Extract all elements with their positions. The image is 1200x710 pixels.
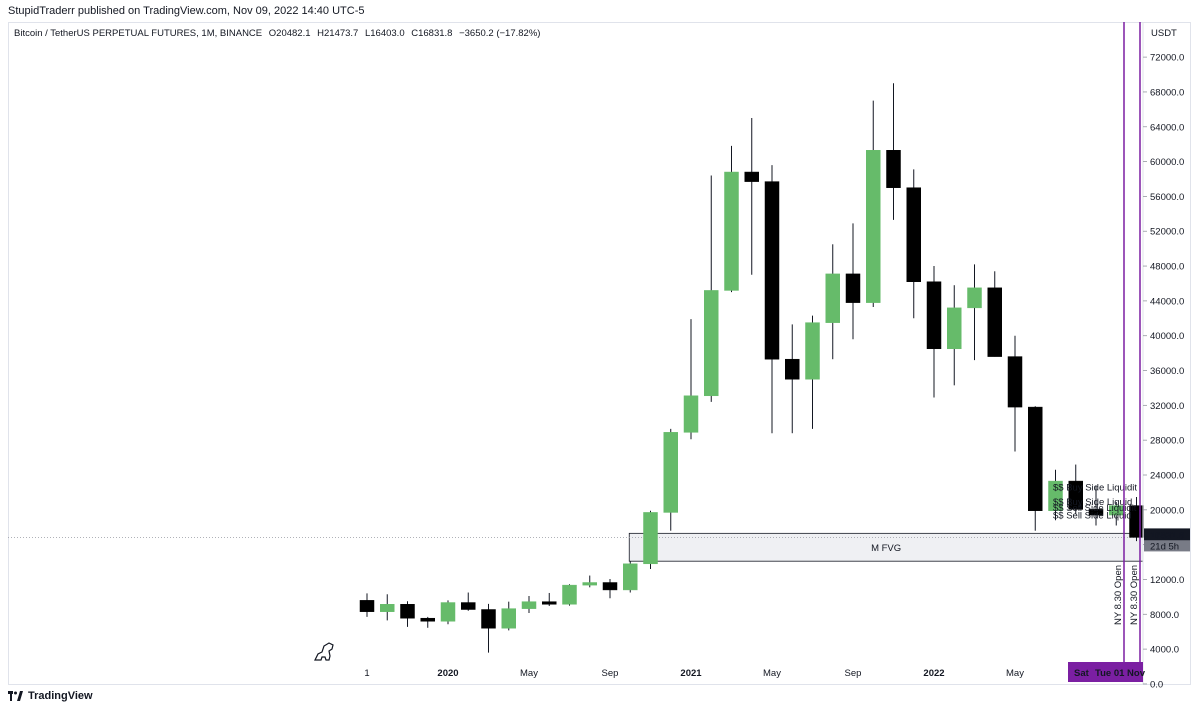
- candle-body[interactable]: [926, 281, 942, 350]
- x-tick-label: 1: [364, 668, 369, 679]
- candle-body[interactable]: [785, 358, 800, 380]
- candle-body[interactable]: [643, 512, 658, 565]
- y-tick-label: 8000.0: [1150, 610, 1179, 621]
- y-tick-label: 64000.0: [1150, 122, 1184, 133]
- candle-body[interactable]: [1028, 406, 1043, 511]
- x-tick-label: 2021: [680, 668, 702, 679]
- candle-body[interactable]: [764, 181, 780, 360]
- chart-legend: Bitcoin / TetherUS PERPETUAL FUTURES, 1M…: [14, 28, 544, 39]
- y-tick-label: 68000.0: [1150, 87, 1184, 98]
- x-tick-label: Sep: [602, 668, 619, 679]
- candle-body[interactable]: [805, 322, 820, 380]
- time-tag-date: Tue 01 Nov: [1095, 668, 1146, 679]
- fvg-zone: [628, 532, 1144, 562]
- legend-change: −3650.2 (−17.82%): [459, 28, 541, 39]
- candle-body[interactable]: [744, 171, 759, 182]
- y-tick-label: 44000.0: [1150, 296, 1184, 307]
- y-tick-label: 60000.0: [1150, 157, 1184, 168]
- tradingview-brand: TradingView: [28, 690, 93, 702]
- liquidity-label: $$ Sell Side Liquid: [1053, 511, 1132, 522]
- candle-body[interactable]: [582, 582, 597, 586]
- candle-body[interactable]: [461, 602, 476, 610]
- candle-body[interactable]: [1088, 509, 1104, 516]
- countdown-tag: [1144, 540, 1190, 552]
- candle-body[interactable]: [866, 150, 881, 303]
- liquidity-label: $$ Sell Side Liquidit: [1053, 503, 1137, 514]
- ny-open-label: NY 8.30 Open: [1129, 565, 1140, 625]
- x-tick-label: 2020: [437, 668, 458, 679]
- x-tick-label: 2022: [923, 668, 944, 679]
- time-tag-day: Sat: [1074, 668, 1090, 679]
- currency-label: USDT: [1151, 28, 1177, 39]
- legend-close: C16831.8: [411, 28, 453, 39]
- candle-body[interactable]: [521, 601, 537, 609]
- x-tick-label: May: [520, 668, 538, 679]
- chart-area[interactable]: [8, 22, 1191, 685]
- candle-body[interactable]: [400, 604, 415, 619]
- x-tick-label: May: [1006, 668, 1024, 679]
- legend-symbol: Bitcoin / TetherUS PERPETUAL FUTURES, 1M…: [14, 28, 263, 39]
- legend-low: L16403.0: [364, 28, 405, 39]
- top-bar: StupidTraderr published on TradingView.c…: [0, 0, 1200, 22]
- candle-body[interactable]: [380, 604, 395, 612]
- y-tick-label: 12000.0: [1150, 575, 1184, 586]
- y-tick-label: 4000.0: [1150, 645, 1179, 656]
- y-tick-label: 24000.0: [1150, 471, 1184, 482]
- candle-body[interactable]: [663, 432, 678, 513]
- x-tick-label: May: [763, 668, 781, 679]
- candle-body[interactable]: [562, 584, 577, 605]
- candle-body[interactable]: [481, 609, 496, 629]
- candle-body[interactable]: [1068, 480, 1083, 510]
- ny-open-label: NY 8.30 Open: [1113, 565, 1124, 625]
- legend-high: H21473.7: [317, 28, 359, 39]
- y-tick-label: 72000.0: [1150, 53, 1184, 64]
- footer: TradingView: [8, 690, 93, 702]
- candle-body[interactable]: [886, 150, 901, 188]
- candle-body[interactable]: [704, 290, 719, 397]
- y-tick-label: 52000.0: [1150, 227, 1184, 238]
- x-tick-label: Sep: [845, 668, 862, 679]
- candlestick-chart[interactable]: M FVG $$ Buy Side Liquidit $$ Buy Side Liq…: [0, 0, 1200, 690]
- candle-body[interactable]: [947, 307, 962, 350]
- candle-body[interactable]: [1048, 480, 1063, 511]
- candle-body[interactable]: [623, 563, 638, 591]
- publisher-line: StupidTraderr published on TradingView.c…: [8, 5, 365, 17]
- candle-body[interactable]: [1007, 356, 1023, 408]
- candle-body[interactable]: [542, 601, 557, 605]
- candle-body[interactable]: [967, 287, 982, 309]
- y-tick-label: 36000.0: [1150, 366, 1184, 377]
- y-tick-label: 56000.0: [1150, 192, 1184, 203]
- y-tick-label: 28000.0: [1150, 436, 1184, 447]
- candle-body[interactable]: [825, 273, 840, 323]
- candle-body[interactable]: [724, 171, 739, 291]
- tradingview-logo-icon: [8, 691, 23, 701]
- liquidity-label: $$ Buy Side Liquid: [1053, 497, 1132, 508]
- y-tick-label: 0.0: [1150, 679, 1163, 690]
- fvg-label: M FVG: [871, 543, 901, 554]
- candle-body[interactable]: [845, 273, 861, 303]
- legend-open: O20482.1: [268, 28, 311, 39]
- countdown-value: 21d 5h: [1150, 541, 1179, 552]
- candle-body[interactable]: [987, 287, 1002, 357]
- y-tick-label: 40000.0: [1150, 331, 1184, 342]
- price-tag: [1144, 528, 1190, 541]
- candle-body[interactable]: [440, 602, 456, 622]
- price-tag-value: 16831.8: [1150, 530, 1184, 541]
- dinosaur-icon: [314, 642, 334, 661]
- candle-body[interactable]: [906, 187, 921, 282]
- candle-body[interactable]: [359, 600, 375, 612]
- candle-body[interactable]: [501, 608, 516, 629]
- candle-body[interactable]: [683, 395, 699, 433]
- candle-body[interactable]: [602, 582, 618, 591]
- y-tick-label: 32000.0: [1150, 401, 1184, 412]
- liquidity-label: $$ Buy Side Liquidit: [1053, 482, 1137, 493]
- time-tag-box: [1068, 662, 1143, 682]
- y-tick-label: 20000.0: [1150, 505, 1184, 516]
- y-tick-label: 48000.0: [1150, 262, 1184, 273]
- candle-body[interactable]: [420, 617, 435, 622]
